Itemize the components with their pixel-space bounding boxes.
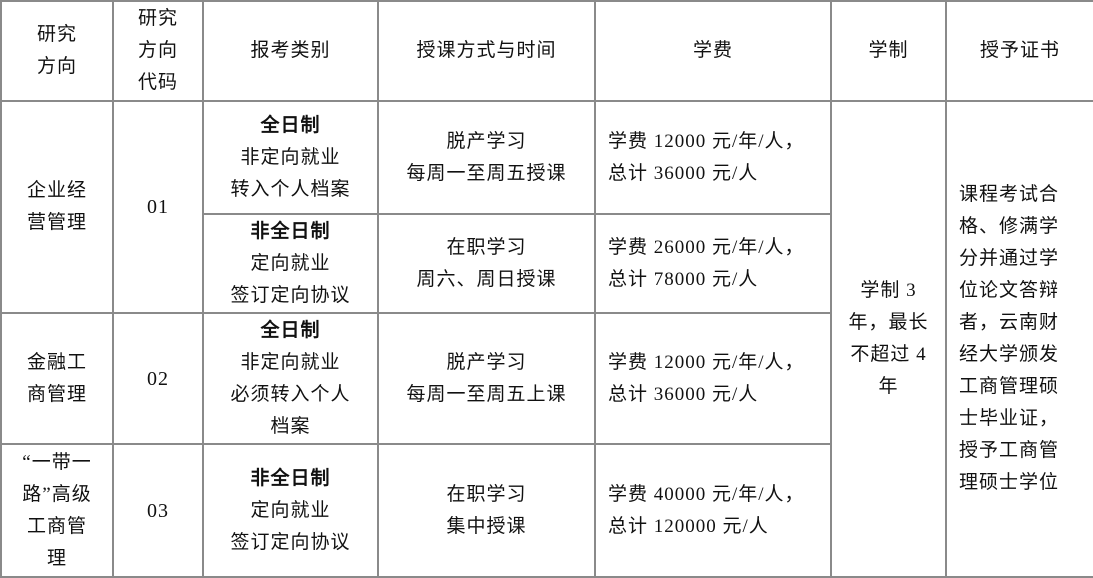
duration-cell-line: 年 [878,376,899,397]
category-cell-line: 档案 [270,415,311,437]
fee-cell: 学费 26000 元/年/人， 总计 78000 元/人 [594,213,832,314]
direction-cell-line: 营管理 [26,212,87,233]
teaching-cell-line: 脱产学习 [446,351,527,373]
header-teaching-line: 授课方式与时间 [416,40,557,61]
certificate-cell-line: 位论文答辩 [959,280,1060,301]
category-cell-line: 签订定向协议 [230,531,351,553]
direction-cell-line: 路”高级 [22,483,92,505]
header-duration: 学制 [830,0,947,102]
fee-cell-line: 学费 12000 元/年/人， [608,130,805,152]
teaching-cell: 在职学习周六、周日授课 [377,213,596,314]
header-certificate: 授予证书 [945,0,1093,102]
teaching-cell-line: 每周一至周五上课 [406,383,567,405]
certificate-cell-line: 课程考试合 [959,184,1060,205]
direction-cell-line: 工商管 [26,515,87,537]
duration-cell-line: 学制 3 [860,280,917,301]
code-cell-line: 02 [147,367,169,390]
category-cell-line: 签订定向协议 [230,284,351,306]
header-row: 研究 方向 研究 方向 代码 报考类别 授课方式与时间 学费 学制 授予证书 [0,0,1093,102]
duration-cell-line: 年，最长 [848,312,929,333]
teaching-cell-line: 在职学习 [446,483,527,505]
header-direction: 研究 方向 [0,0,114,102]
direction-cell: “一带一路”高级工商管理 [0,443,114,578]
certificate-cell-line: 格、修满学 [959,216,1060,237]
header-code-line: 方向 [137,40,178,61]
certificate-cell-line: 经大学颁发 [959,344,1060,365]
duration-cell-line: 不超过 4 [850,344,927,365]
code-cell: 01 [112,100,204,314]
header-fee-line: 学费 [692,40,733,61]
category-cell-line: 定向就业 [250,499,331,521]
code-cell-line: 03 [147,499,169,522]
header-code-line: 研究 [137,8,178,29]
category-cell-line: 必须转入个人 [230,383,351,405]
category-cell: 非全日制定向就业签订定向协议 [202,213,379,314]
table-row: 企业经 营管理 01 全日制 非定向就业 转入个人档案 脱产学习 每周一至周五授课 学费 120… [0,100,1093,578]
certificate-cell-line: 理硕士学位 [959,472,1060,493]
category-cell-line: 全日制 [260,114,321,136]
table-row: 金融工 商管理 02 全日制 非定向就业 必须转入个人 档案 脱产学习 每周一至周五上课 学费 1… [0,312,1093,445]
certificate-cell-line: 授予工商管 [959,440,1060,461]
fee-cell-line: 总计 36000 元/人 [608,383,759,405]
category-cell-line: 非定向就业 [240,146,341,168]
certificate-cell-line: 工商管理硕 [959,376,1060,397]
header-teaching: 授课方式与时间 [377,0,596,102]
category-cell: 全日制非定向就业转入个人档案 [202,100,379,215]
certificate-cell: 课程考试合格、修满学分并通过学位论文答辩者，云南财经大学颁发工商管理硕士毕业证，… [945,100,1093,578]
code-cell: 02 [112,312,204,445]
header-fee: 学费 [594,0,832,102]
header-direction-line: 方向 [36,56,77,77]
fee-cell-line: 学费 12000 元/年/人， [608,351,805,373]
teaching-cell-line: 周六、周日授课 [416,268,557,290]
header-category: 报考类别 [202,0,379,102]
teaching-cell-line: 在职学习 [446,236,527,258]
fee-cell-line: 总计 36000 元/人 [608,162,759,184]
fee-cell: 学费 12000 元/年/人， 总计 36000 元/人 [594,312,832,445]
teaching-cell: 脱产学习每周一至周五授课 [377,100,596,215]
header-code-line: 代码 [137,72,178,93]
duration-cell: 学制 3 年，最长不超过 4 年 [830,100,947,578]
certificate-cell-line: 士毕业证， [959,408,1060,429]
direction-cell-line: 金融工 [26,351,87,373]
fee-cell-line: 学费 40000 元/年/人， [608,483,805,505]
table-row: “一带一 路”高级 工商管理 03 非全日制 定向就业 签订定向协议 在职学习 集中授课 学费 4… [0,443,1093,578]
teaching-cell-line: 集中授课 [446,515,527,537]
header-certificate-line: 授予证书 [979,40,1060,61]
certificate-cell-line: 分并通过学 [959,248,1060,269]
category-cell-line: 转入个人档案 [230,178,351,200]
header-duration-line: 学制 [868,40,909,61]
direction-cell-line: 企业经 [26,180,87,201]
direction-cell-line: 理 [46,547,67,569]
teaching-cell-line: 每周一至周五授课 [406,162,567,184]
category-cell-line: 非全日制 [250,467,331,489]
category-cell-line: 非定向就业 [240,351,341,373]
teaching-cell: 脱产学习每周一至周五上课 [377,312,596,445]
fee-cell-line: 总计 120000 元/人 [608,515,769,537]
header-code: 研究 方向 代码 [112,0,204,102]
table-row: 非全日制 定向就业 签订定向协议 在职学习 周六、周日授课 学费 26000 元/年/人，… [1,213,1093,314]
certificate-cell-line: 者，云南财 [959,312,1060,333]
teaching-cell-line: 脱产学习 [446,130,527,152]
fee-cell: 学费 12000 元/年/人， 总计 36000 元/人 [594,100,832,215]
header-category-line: 报考类别 [250,40,331,61]
category-cell: 全日制非定向就业必须转入个人 档案 [202,312,379,445]
direction-cell: 金融工 商管理 [0,312,114,445]
code-cell: 03 [112,443,204,578]
category-cell: 非全日制定向就业签订定向协议 [202,443,379,578]
fee-cell-line: 总计 78000 元/人 [608,268,759,290]
direction-cell-line: “一带一 [22,451,92,473]
category-cell-line: 定向就业 [250,252,331,274]
direction-cell: 企业经 营管理 [0,100,114,314]
category-cell-line: 全日制 [260,319,321,341]
direction-cell-line: 商管理 [26,383,87,405]
fee-cell: 学费 40000 元/年/人， 总计 120000 元/人 [594,443,832,578]
code-cell-line: 01 [147,196,169,218]
category-cell-line: 非全日制 [250,220,331,242]
teaching-cell: 在职学习 集中授课 [377,443,596,578]
header-direction-line: 研究 [36,24,77,45]
fee-cell-line: 学费 26000 元/年/人， [608,236,805,258]
